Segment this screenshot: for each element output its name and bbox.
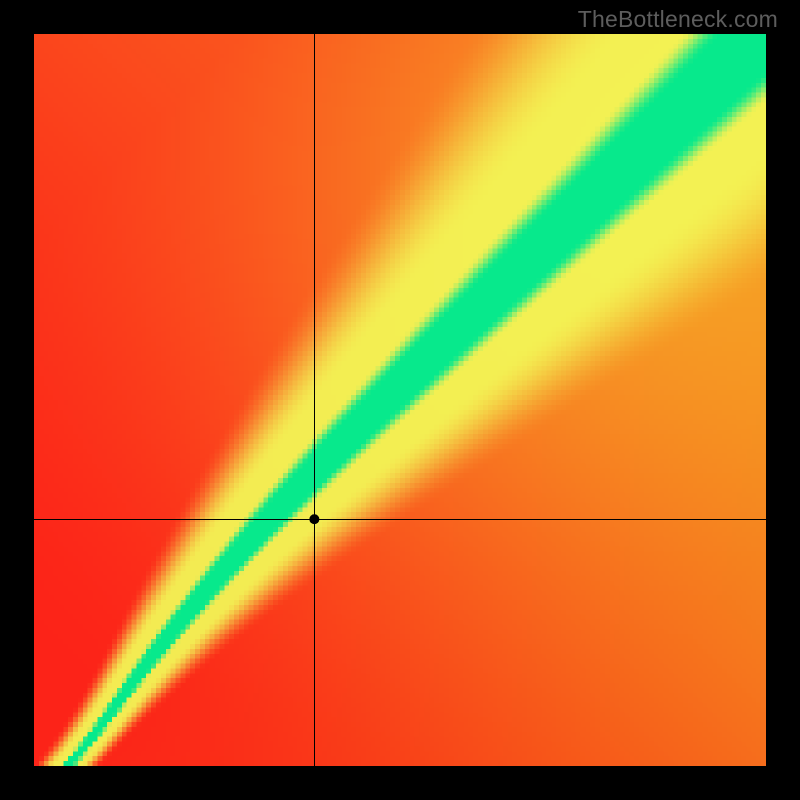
crosshair-overlay-canvas xyxy=(34,34,766,766)
chart-stage: TheBottleneck.com xyxy=(0,0,800,800)
watermark-label: TheBottleneck.com xyxy=(578,6,778,33)
